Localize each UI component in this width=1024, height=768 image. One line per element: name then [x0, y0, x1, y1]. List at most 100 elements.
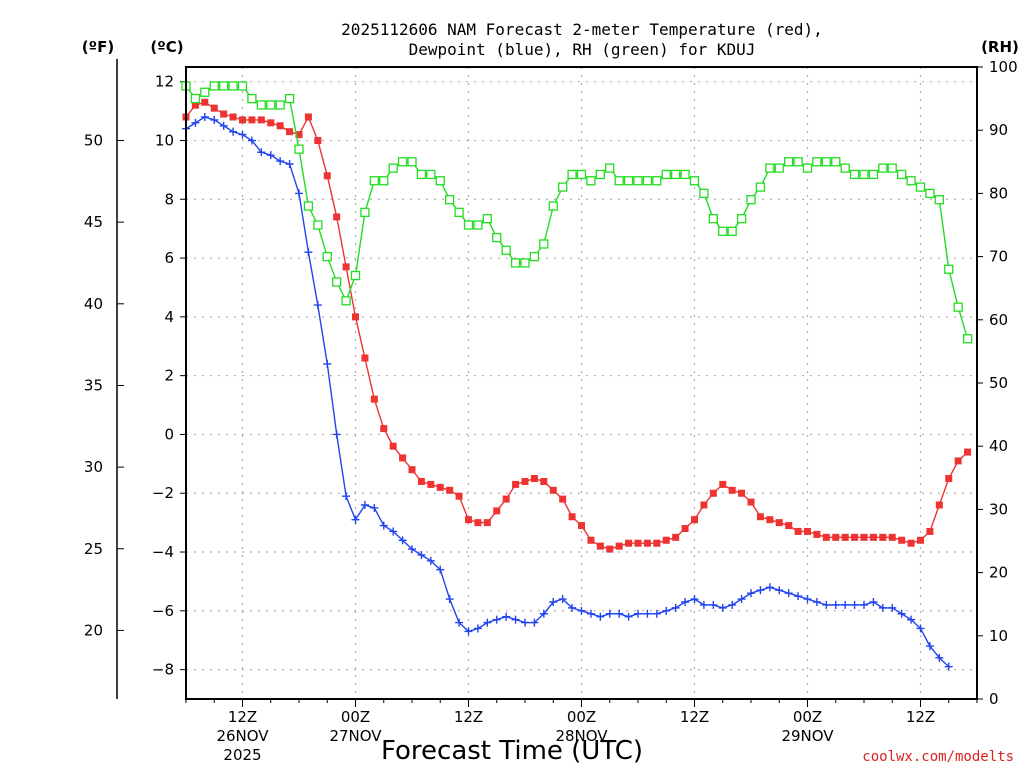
dewpoint-point	[257, 148, 266, 157]
rh-point	[897, 169, 907, 180]
dewpoint-point	[888, 603, 897, 612]
temperature-point	[578, 522, 585, 530]
temperature-point	[869, 533, 877, 541]
temperature-point	[314, 136, 322, 144]
celsius-tick-label: 6	[164, 249, 174, 267]
rh-point	[510, 258, 521, 268]
temperature-point	[804, 527, 811, 535]
rh-unit-label: (RH)	[981, 38, 1019, 56]
rh-point	[190, 93, 201, 104]
temperature-point	[794, 527, 802, 535]
dewpoint-point	[935, 653, 944, 662]
temperature-point	[596, 542, 604, 550]
rh-point	[633, 176, 643, 186]
dewpoint-point	[398, 536, 407, 545]
temperature-point	[210, 104, 218, 112]
credit-link[interactable]: coolwx.com/modelts	[862, 749, 1014, 765]
temperature-point	[417, 477, 425, 485]
dewpoint-point	[295, 189, 303, 198]
dewpoint-point	[247, 136, 256, 145]
dewpoint-point	[652, 609, 661, 618]
rh-point	[548, 201, 558, 211]
dewpoint-point	[624, 612, 633, 621]
rh-point	[247, 93, 257, 104]
rh-point	[962, 334, 973, 344]
rh-point	[718, 226, 728, 236]
temperature-point	[945, 475, 953, 483]
rh-point	[774, 163, 784, 173]
temperature-point	[653, 539, 661, 547]
dewpoint-point	[907, 615, 916, 624]
dewpoint-point	[794, 592, 803, 601]
dewpoint-point	[878, 603, 887, 612]
temperature-point	[446, 486, 454, 494]
dewpoint-point	[822, 600, 831, 609]
temperature-point	[954, 457, 962, 465]
rh-point	[925, 188, 935, 199]
dewpoint-point	[455, 618, 464, 627]
temperature-point	[672, 533, 680, 541]
temperature-point	[917, 536, 924, 544]
rh-point	[623, 176, 634, 186]
rh-point	[435, 176, 445, 186]
temperature-point	[747, 498, 755, 506]
rh-point	[642, 176, 653, 186]
temperature-point	[822, 533, 830, 541]
x-tick-date: 27NOV	[329, 727, 382, 745]
dewpoint-point	[266, 151, 275, 160]
rh-point	[266, 100, 276, 110]
fahrenheit-tick-label: 40	[84, 295, 103, 313]
dewpoint-point	[483, 618, 492, 627]
rh-point	[765, 163, 775, 173]
rh-point	[849, 169, 860, 180]
dewpoint-point	[530, 618, 539, 627]
rh-point	[388, 163, 398, 173]
temperature-point	[634, 539, 642, 547]
temperature-point	[813, 530, 821, 538]
temperature-point	[474, 519, 482, 527]
x-tick-year: 2025	[223, 746, 261, 764]
dewpoint-point	[445, 595, 454, 604]
rh-point	[567, 169, 577, 180]
rh-tick-label: 30	[989, 500, 1008, 518]
x-tick-label: 00Z	[567, 708, 596, 726]
temperature-point	[257, 116, 265, 124]
dewpoint-point	[662, 606, 671, 615]
dewpoint-point	[229, 127, 238, 136]
rh-point	[831, 157, 841, 167]
rh-point	[887, 163, 897, 173]
dewpoint-point	[765, 583, 774, 592]
temperature-point	[389, 442, 397, 450]
series-layer	[181, 81, 973, 671]
rh-point	[237, 81, 248, 91]
fahrenheit-axis: 20 25 30 35 40 45 50	[84, 58, 124, 699]
rh-point	[303, 201, 314, 211]
rh-point	[445, 195, 455, 205]
dewpoint-point	[370, 503, 379, 512]
x-tick-label: 12Z	[680, 708, 709, 726]
dewpoint-point	[464, 627, 473, 636]
dewpoint-point	[511, 615, 520, 624]
dewpoint-point	[502, 612, 511, 621]
temperature-point	[841, 533, 849, 541]
celsius-tick-label: −4	[152, 543, 174, 561]
temperature-point	[267, 119, 275, 127]
temperature-point	[935, 501, 943, 509]
rh-tick-label: 0	[989, 690, 999, 708]
rh-point	[228, 81, 238, 91]
rh-point	[313, 220, 323, 230]
temperature-point	[352, 313, 359, 321]
temperature-point	[643, 539, 651, 547]
x-tick-date: 28NOV	[555, 727, 608, 745]
x-tick-date: 26NOV	[216, 727, 269, 745]
dewpoint-point	[276, 157, 285, 166]
dewpoint-point	[869, 597, 878, 606]
dewpoint-point	[841, 600, 850, 609]
x-tick-label: 12Z	[906, 708, 935, 726]
rh-point	[482, 214, 492, 224]
dewpoint-line	[185, 116, 950, 668]
rh-point	[576, 169, 587, 180]
rh-tick-label: 50	[989, 374, 1008, 392]
dewpoint-point	[210, 115, 219, 124]
temperature-point	[295, 131, 303, 139]
